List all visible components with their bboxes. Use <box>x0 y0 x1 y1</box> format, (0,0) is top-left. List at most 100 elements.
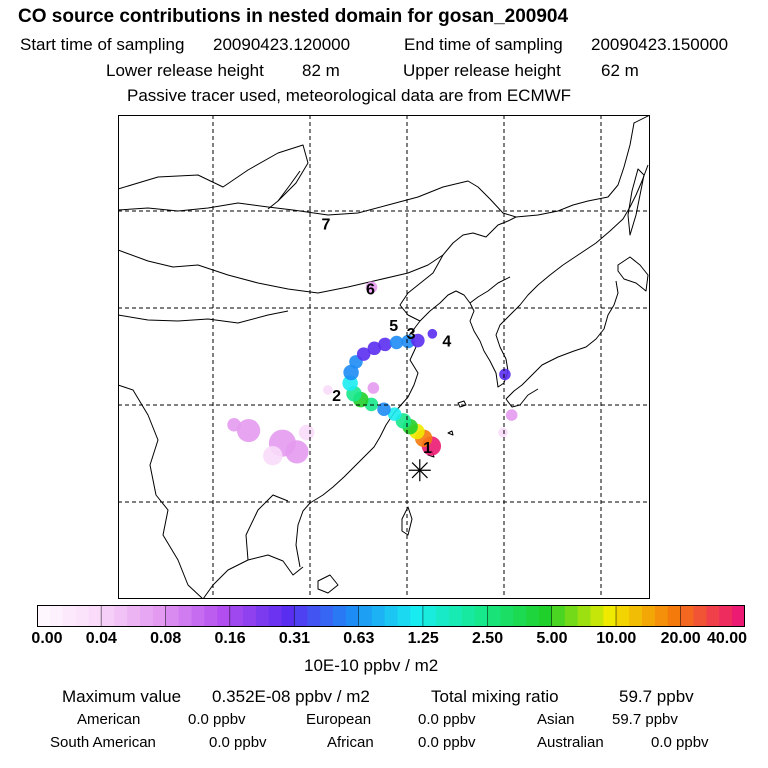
colorbar-tick-label: 0.00 <box>31 630 63 647</box>
plume-cell <box>343 364 359 381</box>
trajectory-marker-5: 5 <box>389 318 398 335</box>
colorbar-cell <box>590 605 604 627</box>
colorbar-cell <box>127 605 141 627</box>
plume-cell <box>411 333 425 348</box>
plume-cell <box>378 337 392 352</box>
colorbar-tick-label: 0.08 <box>150 630 182 647</box>
colorbar-tick-label: 2.50 <box>471 630 504 647</box>
colorbar <box>37 605 745 627</box>
american-label: American <box>77 711 141 728</box>
plume-cell <box>377 402 391 417</box>
plume-cell <box>367 382 380 394</box>
plume-cell <box>498 427 508 438</box>
lower-height-label: Lower release height <box>106 61 264 80</box>
plume-cell <box>227 417 241 432</box>
total-mixing-label: Total mixing ratio <box>431 687 559 706</box>
colorbar-cell <box>397 605 411 627</box>
colorbar-cell <box>616 605 630 627</box>
plume-cell <box>387 407 402 421</box>
colorbar-cell <box>345 605 360 627</box>
colorbar-cell <box>114 605 128 627</box>
colorbar-cell <box>358 605 373 627</box>
colorbar-cell <box>75 605 89 627</box>
colorbar-tick-label: 40.00 <box>706 630 748 647</box>
colorbar-cell <box>281 605 295 627</box>
plume-cell <box>367 341 382 356</box>
trajectory-marker-7: 7 <box>322 217 331 234</box>
south-american-label: South American <box>50 734 156 751</box>
tracer-note: Passive tracer used, meteorological data… <box>127 86 572 105</box>
colorbar-cell <box>49 605 64 627</box>
colorbar-tick-label: 10.00 <box>596 630 637 647</box>
colorbar-cell <box>539 605 553 627</box>
max-value: 0.352E-08 ppbv / m2 <box>212 687 370 706</box>
colorbar-cell <box>603 605 617 627</box>
plume-cell <box>323 385 333 395</box>
upper-height-label: Upper release height <box>403 61 561 80</box>
coastlines <box>118 115 650 599</box>
colorbar-tick-label: 0.31 <box>278 630 311 647</box>
colorbar-cell <box>654 605 669 627</box>
colorbar-cell <box>461 605 476 627</box>
colorbar-cell <box>191 605 205 627</box>
colorbar-tick-label: 0.04 <box>85 630 117 647</box>
colorbar-cell <box>230 605 244 627</box>
colorbar-tick-label: 1.25 <box>407 630 439 647</box>
max-value-label: Maximum value <box>62 687 182 706</box>
map-frame <box>118 115 650 599</box>
asian-label: Asian <box>537 711 575 728</box>
asian-value: 59.7 ppbv <box>612 711 678 728</box>
colorbar-cell <box>307 605 321 627</box>
colorbar-cell <box>719 605 733 627</box>
colorbar-cell <box>642 605 656 627</box>
colorbar-cell <box>564 605 579 627</box>
plume-cell <box>389 335 404 350</box>
graticule <box>118 115 650 599</box>
colorbar-cell <box>693 605 707 627</box>
plume-cell <box>263 446 283 466</box>
colorbar-cell <box>577 605 592 627</box>
colorbar-cell <box>371 605 386 627</box>
plume-cell <box>285 440 309 464</box>
plume-cell <box>236 418 261 443</box>
american-value: 0.0 ppbv <box>188 711 246 728</box>
trajectory-marker-1: 1 <box>423 440 432 457</box>
colorbar-cell <box>333 605 347 627</box>
colorbar-cell <box>526 605 540 627</box>
colorbar-cell <box>139 605 154 627</box>
colorbar-cell <box>101 605 115 627</box>
colorbar-cell <box>165 605 180 627</box>
colorbar-cell <box>629 605 643 627</box>
trajectory-marker-2: 2 <box>332 388 341 405</box>
african-value: 0.0 ppbv <box>418 734 476 751</box>
map-panel: 1 2 3 4 5 6 7 <box>118 115 650 599</box>
colorbar-tick-label: 0.63 <box>343 630 375 647</box>
plume-cell <box>356 347 371 361</box>
plume-cell <box>365 281 378 294</box>
plume-cell <box>427 328 438 339</box>
european-value: 0.0 ppbv <box>418 711 476 728</box>
trajectory-marker-4: 4 <box>442 334 451 351</box>
colorbar-cell <box>551 605 566 627</box>
colorbar-cell <box>294 605 308 627</box>
colorbar-cell <box>513 605 527 627</box>
receptor-marker <box>408 459 431 482</box>
plume-cell <box>499 368 511 381</box>
colorbar-cell <box>152 605 167 627</box>
upper-height-value: 62 m <box>601 61 639 80</box>
colorbar-cell <box>680 605 695 627</box>
colorbar-cell <box>37 605 51 627</box>
concentration-plume <box>227 281 518 466</box>
start-time-label: Start time of sampling <box>20 35 185 54</box>
colorbar-cell <box>474 605 489 627</box>
colorbar-cell <box>384 605 398 627</box>
trajectory-marker-3: 3 <box>407 326 416 343</box>
trajectory-marker-6: 6 <box>366 281 375 298</box>
start-time-value: 20090423.120000 <box>213 35 351 54</box>
european-label: European <box>306 711 372 728</box>
end-time-label: End time of sampling <box>404 35 563 54</box>
australian-value: 0.0 ppbv <box>651 734 709 751</box>
colorbar-cell <box>436 605 450 627</box>
lower-height-value: 82 m <box>302 61 340 80</box>
colorbar-cell <box>448 605 463 627</box>
